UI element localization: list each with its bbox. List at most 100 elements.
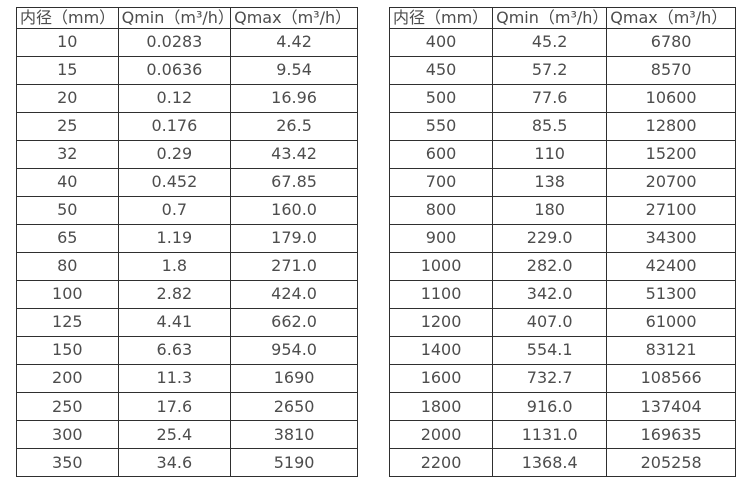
- cell-diameter: 1800: [388, 391, 494, 421]
- cell-qmax: 271.0: [230, 251, 358, 281]
- header-cell-diameter: 内径（mm）: [388, 7, 494, 29]
- cell-qmin: 1368.4: [492, 447, 608, 478]
- header-cell-qmin: Qmin（m³/h）: [492, 7, 608, 29]
- cell-diameter: 2000: [388, 419, 494, 449]
- cell-qmin: 138: [492, 167, 608, 197]
- cell-qmax: 8570: [606, 55, 736, 85]
- cell-diameter: 40: [16, 167, 119, 197]
- cell-qmax: 6780: [606, 27, 736, 57]
- table-row: 400 45.2 6780: [388, 27, 736, 57]
- cell-qmin: 732.7: [492, 363, 608, 393]
- cell-qmax: 15200: [606, 139, 736, 169]
- table-row: 2000 1131.0 169635: [388, 419, 736, 449]
- cell-qmax: 9.54: [230, 55, 358, 85]
- table-row: 32 0.29 43.42: [16, 139, 358, 169]
- cell-diameter: 80: [16, 251, 119, 281]
- table-row: 1200 407.0 61000: [388, 307, 736, 337]
- cell-qmax: 51300: [606, 279, 736, 309]
- cell-diameter: 900: [388, 223, 494, 253]
- cell-diameter: 600: [388, 139, 494, 169]
- cell-diameter: 450: [388, 55, 494, 85]
- table-row: 1000 282.0 42400: [388, 251, 736, 281]
- cell-diameter: 2200: [388, 447, 494, 478]
- cell-qmin: 342.0: [492, 279, 608, 309]
- cell-diameter: 1400: [388, 335, 494, 365]
- cell-qmin: 0.0636: [117, 55, 232, 85]
- cell-qmin: 0.7: [117, 195, 232, 225]
- cell-qmin: 110: [492, 139, 608, 169]
- table-row: 100 2.82 424.0: [16, 279, 358, 309]
- header-cell-qmax: Qmax（m³/h）: [606, 7, 736, 29]
- cell-qmin: 4.41: [117, 307, 232, 337]
- cell-qmin: 1131.0: [492, 419, 608, 449]
- table-row: 25 0.176 26.5: [16, 111, 358, 141]
- cell-diameter: 65: [16, 223, 119, 253]
- table-row: 20 0.12 16.96: [16, 83, 358, 113]
- cell-qmax: 67.85: [230, 167, 358, 197]
- cell-qmin: 25.4: [117, 419, 232, 449]
- cell-qmax: 662.0: [230, 307, 358, 337]
- cell-qmin: 0.176: [117, 111, 232, 141]
- cell-diameter: 20: [16, 83, 119, 113]
- cell-qmax: 26.5: [230, 111, 358, 141]
- table-row: 600 110 15200: [388, 139, 736, 169]
- cell-qmin: 34.6: [117, 447, 232, 478]
- table-row: 1600 732.7 108566: [388, 363, 736, 393]
- cell-qmin: 554.1: [492, 335, 608, 365]
- cell-qmax: 42400: [606, 251, 736, 281]
- table-row: 700 138 20700: [388, 167, 736, 197]
- cell-qmax: 20700: [606, 167, 736, 197]
- table-row: 450 57.2 8570: [388, 55, 736, 85]
- cell-qmax: 954.0: [230, 335, 358, 365]
- cell-qmin: 6.63: [117, 335, 232, 365]
- cell-diameter: 1200: [388, 307, 494, 337]
- cell-qmax: 205258: [606, 447, 736, 478]
- cell-diameter: 15: [16, 55, 119, 85]
- cell-qmin: 0.29: [117, 139, 232, 169]
- cell-qmax: 1690: [230, 363, 358, 393]
- cell-qmin: 0.0283: [117, 27, 232, 57]
- cell-diameter: 1600: [388, 363, 494, 393]
- cell-qmin: 85.5: [492, 111, 608, 141]
- cell-qmin: 45.2: [492, 27, 608, 57]
- cell-qmin: 2.82: [117, 279, 232, 309]
- cell-diameter: 800: [388, 195, 494, 225]
- table-row: 900 229.0 34300: [388, 223, 736, 253]
- cell-diameter: 10: [16, 27, 119, 57]
- table-row: 800 180 27100: [388, 195, 736, 225]
- cell-qmax: 10600: [606, 83, 736, 113]
- header-cell-qmin: Qmin（m³/h）: [117, 7, 232, 29]
- header-row: 内径（mm） Qmin（m³/h） Qmax（m³/h）: [388, 7, 736, 29]
- cell-diameter: 150: [16, 335, 119, 365]
- cell-qmax: 27100: [606, 195, 736, 225]
- cell-qmin: 229.0: [492, 223, 608, 253]
- cell-qmax: 160.0: [230, 195, 358, 225]
- cell-qmax: 5190: [230, 447, 358, 478]
- table-row: 1100 342.0 51300: [388, 279, 736, 309]
- flow-table-large-diameters: 内径（mm） Qmin（m³/h） Qmax（m³/h） 400 45.2 6780 450…: [388, 7, 736, 478]
- cell-diameter: 350: [16, 447, 119, 478]
- cell-qmin: 1.8: [117, 251, 232, 281]
- cell-diameter: 1100: [388, 279, 494, 309]
- table-row: 550 85.5 12800: [388, 111, 736, 141]
- table-row: 40 0.452 67.85: [16, 167, 358, 197]
- cell-qmax: 16.96: [230, 83, 358, 113]
- cell-qmax: 424.0: [230, 279, 358, 309]
- cell-diameter: 550: [388, 111, 494, 141]
- table-row: 350 34.6 5190: [16, 447, 358, 478]
- cell-qmin: 0.452: [117, 167, 232, 197]
- table-row: 500 77.6 10600: [388, 83, 736, 113]
- cell-qmin: 77.6: [492, 83, 608, 113]
- cell-qmin: 57.2: [492, 55, 608, 85]
- table-row: 1800 916.0 137404: [388, 391, 736, 421]
- cell-qmax: 12800: [606, 111, 736, 141]
- header-row: 内径（mm） Qmin（m³/h） Qmax（m³/h）: [16, 7, 358, 29]
- table-row: 10 0.0283 4.42: [16, 27, 358, 57]
- cell-qmin: 180: [492, 195, 608, 225]
- cell-qmax: 34300: [606, 223, 736, 253]
- cell-diameter: 50: [16, 195, 119, 225]
- table-row: 125 4.41 662.0: [16, 307, 358, 337]
- table-row: 1400 554.1 83121: [388, 335, 736, 365]
- cell-qmin: 0.12: [117, 83, 232, 113]
